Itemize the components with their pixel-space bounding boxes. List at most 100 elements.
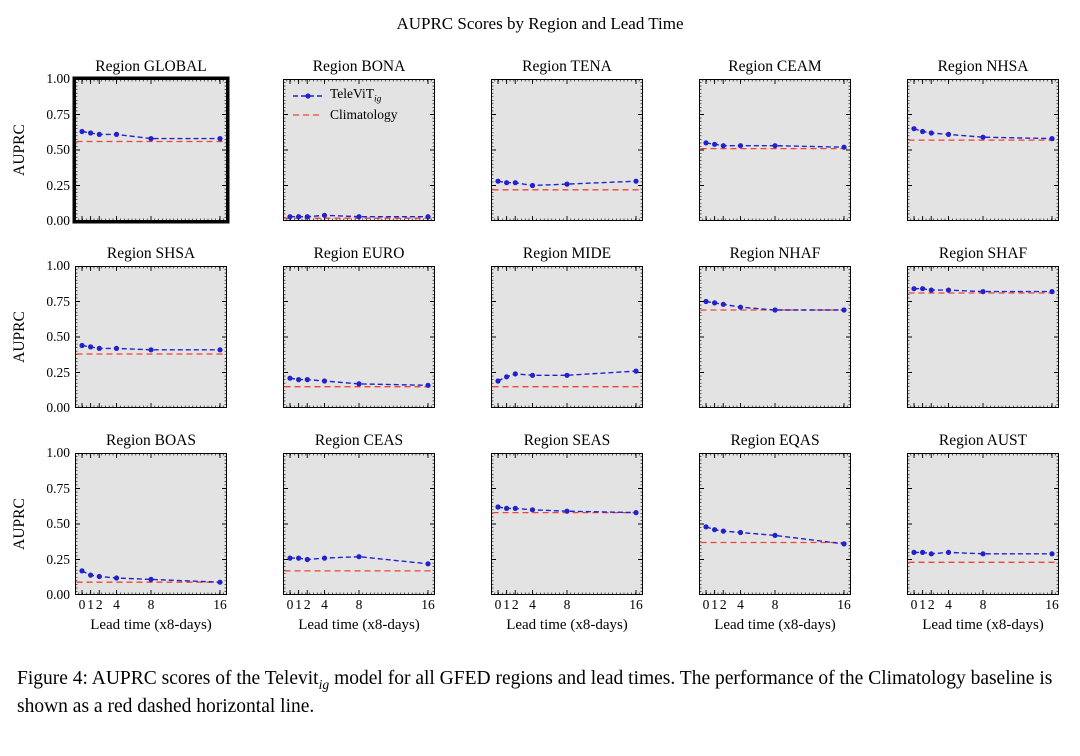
televit-marker: [304, 556, 310, 563]
figure-page: AUPRC Scores by Region and Lead Time Reg…: [11, 14, 1063, 720]
major-ticks: [907, 266, 1059, 408]
televit-marker: [148, 347, 154, 353]
plot-area: [699, 79, 851, 221]
televit-marker: [841, 541, 847, 547]
televit-legend-sample: [293, 92, 323, 99]
plot-background: [75, 453, 227, 595]
televit-marker: [296, 377, 302, 383]
plot-background: [699, 266, 851, 408]
x-tick-label: 1: [503, 597, 510, 612]
x-axis-label: Lead time (x8-days): [922, 617, 1044, 633]
televit-marker: [504, 505, 510, 511]
televit-marker: [504, 180, 510, 186]
plot-canvas: [75, 79, 227, 221]
subplot-global: Region GLOBAL AUPRC 0.00 0.25 0.50 0.75 1.00: [11, 58, 227, 228]
plot-background: [75, 266, 227, 408]
televit-line: [290, 555, 429, 565]
televit-marker: [356, 214, 362, 220]
x-axis-label: Lead time (x8-days): [298, 617, 420, 633]
x-tick-label: 4: [321, 597, 328, 612]
plot-area: [907, 453, 1059, 595]
y-axis-label: AUPRC: [11, 498, 28, 550]
x-tick-label: 4: [113, 597, 120, 612]
x-tick-label: 2: [303, 597, 311, 612]
x-tick-label: 16: [1045, 597, 1059, 612]
subplot-euro: Region EURO: [283, 245, 435, 408]
x-tick-label: 2: [719, 597, 727, 612]
minor-ticks: [283, 79, 435, 221]
televit-marker: [911, 286, 917, 292]
y-tick-label: 1.00: [46, 258, 70, 273]
subplot-title: Region SEAS: [523, 432, 611, 449]
subplot-title: Region NHSA: [937, 58, 1029, 75]
televit-marker: [79, 342, 85, 349]
subplot-bona: Region BONA TeleViTig Climatology: [283, 58, 435, 221]
televit-marker: [287, 214, 293, 220]
plot-area: AUPRC 0.00 0.25 0.50 0.75 1.00: [11, 258, 227, 415]
x-tick-label: 2: [95, 597, 103, 612]
plot-background: [491, 79, 643, 221]
televit-marker: [79, 568, 85, 574]
y-tick-label: 1.00: [46, 71, 70, 86]
x-axis-label: Lead time (x8-days): [90, 617, 212, 633]
televit-marker: [321, 212, 328, 218]
plot-canvas: [75, 266, 227, 408]
subplot-aust: Region AUST 0 1 2 4 8 16 Lead time (x8-days): [907, 432, 1059, 634]
plot-background: [907, 79, 1059, 221]
televit-marker: [148, 576, 154, 582]
televit-marker: [772, 532, 778, 538]
televit-marker: [911, 126, 917, 132]
y-tick-label: 0.75: [46, 106, 70, 122]
minor-ticks: [699, 79, 851, 221]
televit-marker: [928, 551, 934, 557]
x-tick-label: 0: [494, 597, 502, 612]
plot-canvas: [699, 266, 851, 408]
x-tick-labels: 0 1 2 4 8 16: [907, 597, 1059, 615]
major-ticks: [491, 453, 643, 595]
televit-marker: [980, 134, 986, 140]
televit-marker: [512, 505, 518, 511]
x-tick-label: 2: [927, 597, 935, 612]
subplot-mide: Region MIDE: [491, 245, 643, 408]
y-tick-label: 0.50: [46, 516, 70, 531]
televit-line: [81, 344, 220, 351]
x-tick-label: 16: [837, 597, 851, 612]
plot-canvas: [907, 79, 1059, 221]
televit-line: [81, 570, 221, 583]
televit-marker: [703, 524, 709, 530]
televit-marker: [564, 508, 570, 514]
televit-marker: [633, 368, 639, 374]
subplot-ceam: Region CEAM: [699, 58, 851, 221]
figure-caption: Figure 4: AUPRC scores of the Televitig …: [17, 666, 1063, 720]
televit-marker: [980, 289, 986, 295]
subplot-title: Region NHAF: [729, 245, 821, 262]
major-ticks: [699, 266, 851, 408]
y-axis-label: AUPRC: [11, 311, 28, 363]
x-tick-label: 16: [213, 597, 227, 612]
televit-line: [705, 526, 845, 545]
televit-marker: [425, 382, 431, 388]
televit-marker: [772, 307, 778, 313]
plot-background: [907, 453, 1059, 595]
televit-marker: [633, 510, 639, 516]
plot-canvas: [283, 453, 435, 595]
subplot-nhaf: Region NHAF: [699, 245, 851, 408]
televit-marker: [703, 140, 709, 146]
plot-canvas: [699, 79, 851, 221]
x-tick-label: 1: [711, 597, 718, 612]
y-tick-label: 0.25: [46, 177, 70, 193]
legend: TeleViTig Climatology: [292, 86, 398, 124]
minor-ticks: [491, 79, 643, 221]
plot-canvas: [491, 79, 643, 221]
x-tick-label: 8: [147, 597, 155, 612]
televit-marker: [356, 554, 362, 560]
televit-marker: [945, 131, 952, 137]
major-ticks: [75, 266, 227, 408]
x-tick-label: 1: [919, 597, 926, 612]
televit-line: [914, 551, 1052, 555]
plot-background: [491, 266, 643, 408]
televit-marker: [945, 287, 952, 293]
plot-area: [491, 79, 643, 221]
plot-area: [491, 266, 643, 408]
subplot-title: Region CEAS: [314, 432, 404, 449]
